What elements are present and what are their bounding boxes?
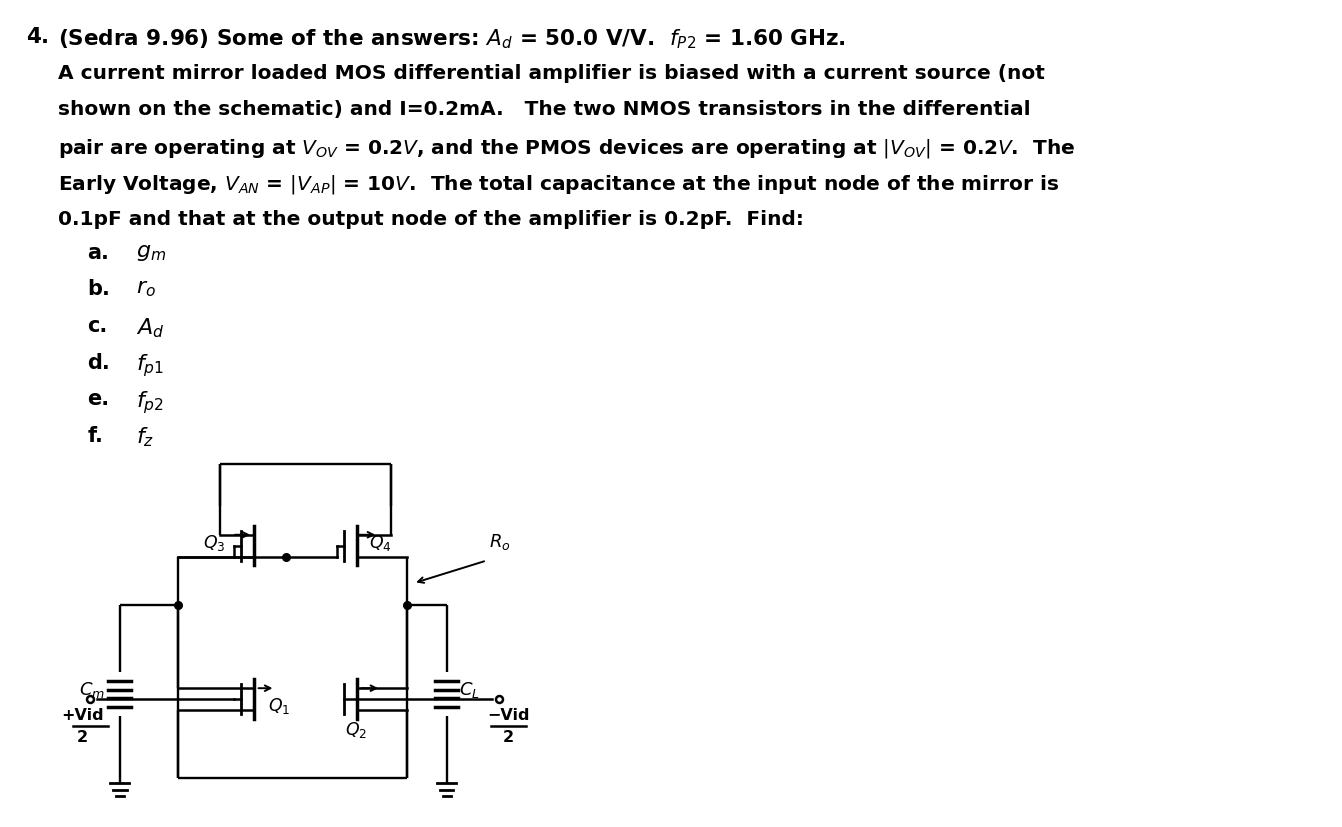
Text: $R_o$: $R_o$ bbox=[488, 531, 510, 551]
Text: $r_o$: $r_o$ bbox=[137, 279, 156, 299]
Text: d.: d. bbox=[87, 352, 110, 372]
Text: $A_d$: $A_d$ bbox=[137, 316, 165, 339]
Text: A current mirror loaded MOS differential amplifier is biased with a current sour: A current mirror loaded MOS differential… bbox=[58, 64, 1045, 83]
Text: pair are operating at $V_{OV}$ = 0.2$V$, and the PMOS devices are operating at $: pair are operating at $V_{OV}$ = 0.2$V$,… bbox=[58, 136, 1075, 160]
Text: shown on the schematic) and I=0.2mA.   The two NMOS transistors in the different: shown on the schematic) and I=0.2mA. The… bbox=[58, 100, 1031, 119]
Text: f.: f. bbox=[87, 425, 103, 446]
Text: $Q_3$: $Q_3$ bbox=[203, 532, 225, 552]
Text: $f_{p2}$: $f_{p2}$ bbox=[137, 389, 164, 415]
Text: +Vid: +Vid bbox=[62, 707, 103, 722]
Text: $C_L$: $C_L$ bbox=[459, 679, 480, 700]
Text: e.: e. bbox=[87, 389, 110, 409]
Text: b.: b. bbox=[87, 279, 110, 299]
Text: 2: 2 bbox=[503, 729, 514, 744]
Text: $f_z$: $f_z$ bbox=[137, 425, 154, 449]
Text: $Q_2$: $Q_2$ bbox=[345, 719, 366, 739]
Text: $g_m$: $g_m$ bbox=[137, 242, 166, 262]
Text: 2: 2 bbox=[76, 729, 89, 744]
Text: 4.: 4. bbox=[25, 27, 48, 47]
Text: $Q_1$: $Q_1$ bbox=[268, 696, 291, 715]
Text: $f_{p1}$: $f_{p1}$ bbox=[137, 352, 165, 379]
Text: a.: a. bbox=[87, 242, 109, 262]
Text: Early Voltage, $V_{AN}$ = $|V_{AP}|$ = 10$V$.  The total capacitance at the inpu: Early Voltage, $V_{AN}$ = $|V_{AP}|$ = 1… bbox=[58, 173, 1059, 196]
Text: 0.1pF and that at the output node of the amplifier is 0.2pF.  Find:: 0.1pF and that at the output node of the… bbox=[58, 210, 804, 229]
Text: −Vid: −Vid bbox=[487, 707, 530, 722]
Text: $C_m$: $C_m$ bbox=[79, 679, 105, 700]
Text: c.: c. bbox=[87, 316, 107, 336]
Text: $Q_4$: $Q_4$ bbox=[369, 532, 392, 552]
Text: (Sedra 9.96) Some of the answers: $\mathit{A_d}$ = 50.0 V/V.  $\mathit{f}_{P2}$ : (Sedra 9.96) Some of the answers: $\math… bbox=[58, 27, 845, 50]
